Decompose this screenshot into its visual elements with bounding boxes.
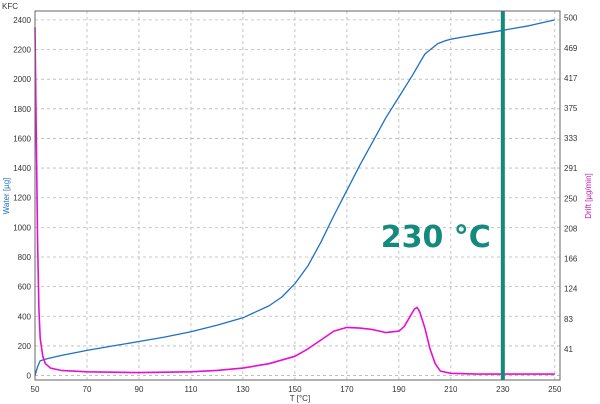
x-tick-label: 250 xyxy=(548,385,562,394)
y-left-tick-label: 1400 xyxy=(13,164,31,173)
y-left-tick-label: 800 xyxy=(18,253,32,262)
x-tick-label: 210 xyxy=(444,385,458,394)
tick-labels: 50 70 90 110 130 150 170 190 210 230 250 0 200 400 600… xyxy=(13,14,578,394)
series-group xyxy=(34,19,555,376)
y-left-tick-label: 2000 xyxy=(13,75,31,84)
grid xyxy=(34,11,560,380)
water-series-line xyxy=(34,19,555,376)
marker-line-group: 230 °C xyxy=(381,11,505,380)
y-right-tick-label: 208 xyxy=(564,224,578,233)
y-right-tick-label: 41 xyxy=(564,345,573,354)
drift-series-line xyxy=(34,27,555,375)
y-axis-right-title: Drift [µg/min] xyxy=(584,173,593,219)
y-left-tick-label: 1600 xyxy=(13,134,31,143)
y-left-tick-label: 1800 xyxy=(13,105,31,114)
y-left-tick-label: 0 xyxy=(27,372,32,381)
y-left-tick-label: 2400 xyxy=(13,16,31,25)
x-tick-label: 150 xyxy=(288,385,302,394)
x-tick-label: 110 xyxy=(185,385,198,394)
y-right-tick-label: 166 xyxy=(564,255,578,264)
y-left-tick-label: 1000 xyxy=(13,223,31,232)
y-right-tick-label: 375 xyxy=(564,104,578,113)
plot-frame xyxy=(34,10,561,381)
y-left-tick-label: 200 xyxy=(18,342,32,351)
y-axis-left-title: Water [µg] xyxy=(2,178,11,215)
y-left-tick-label: 600 xyxy=(18,283,32,292)
x-tick-label: 230 xyxy=(496,385,510,394)
y-left-tick-label: 1200 xyxy=(13,194,31,203)
marker-line-label: 230 °C xyxy=(381,220,491,255)
x-tick-label: 130 xyxy=(236,385,250,394)
x-tick-label: 90 xyxy=(135,385,144,394)
y-right-tick-label: 124 xyxy=(564,285,578,294)
y-right-tick-label: 417 xyxy=(564,74,578,83)
x-axis-title: T [°C] xyxy=(290,394,310,403)
y-right-tick-label: 83 xyxy=(564,315,573,324)
x-tick-label: 70 xyxy=(83,385,92,394)
corner-label: KFC xyxy=(2,2,18,11)
y-right-tick-label: 291 xyxy=(564,164,578,173)
x-tick-label: 190 xyxy=(392,385,406,394)
y-right-tick-label: 469 xyxy=(564,44,578,53)
y-left-tick-label: 400 xyxy=(18,312,32,321)
x-tick-label: 50 xyxy=(31,385,40,394)
y-right-tick-label: 250 xyxy=(564,194,578,203)
y-left-tick-label: 2200 xyxy=(13,46,31,55)
y-right-tick-label: 500 xyxy=(564,14,578,23)
x-tick-label: 170 xyxy=(340,385,354,394)
y-right-tick-label: 333 xyxy=(564,134,578,143)
